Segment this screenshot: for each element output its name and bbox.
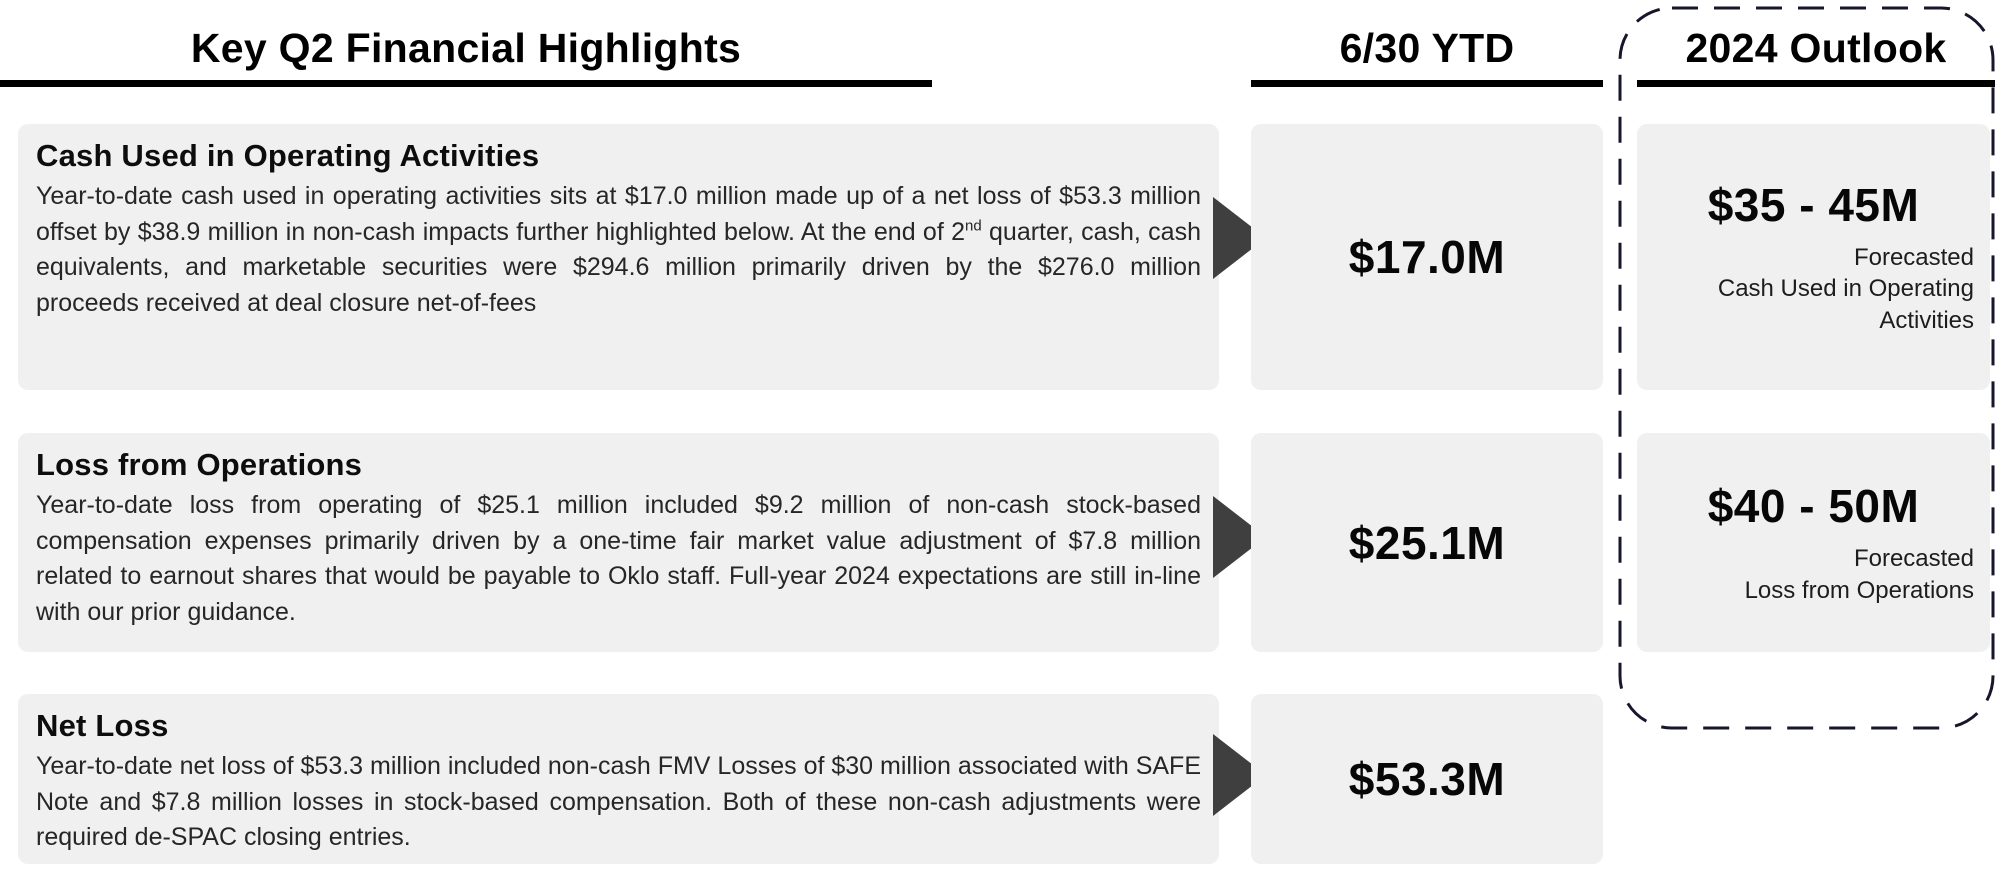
page-title: Key Q2 Financial Highlights — [190, 25, 742, 71]
ytd-value-box: $25.1M — [1251, 433, 1603, 652]
row-body-text: quarter, cash, cash equivalents, and mar… — [36, 217, 1201, 317]
row-body-text: Year-to-date loss from operating of $25.… — [36, 491, 1201, 626]
outlook-dashed-border — [1618, 6, 1995, 730]
column-header-outlook: 2024 Outlook — [1685, 25, 1947, 71]
row-title: Cash Used in Operating Activities — [36, 138, 540, 173]
row-body: Year-to-date net loss of $53.3 million i… — [36, 749, 1201, 856]
row-text-box: Loss from Operations Year-to-date loss f… — [18, 433, 1219, 652]
ytd-value: $25.1M — [1348, 516, 1506, 569]
row-body-text: Year-to-date net loss of $53.3 million i… — [36, 752, 1201, 851]
row-text-box: Cash Used in Operating Activities Year-t… — [18, 124, 1219, 390]
ytd-value: $53.3M — [1348, 753, 1506, 805]
outlook-underline — [1637, 80, 1995, 87]
ordinal-superscript: nd — [965, 217, 982, 235]
ytd-underline — [1251, 80, 1603, 87]
column-header-ytd: 6/30 YTD — [1339, 25, 1515, 71]
outlook-caption: Forecasted Loss from Operations — [1744, 545, 1974, 604]
outlook-caption: Forecasted Cash Used in Operating Activi… — [1717, 244, 1974, 334]
ytd-value-box: $17.0M — [1251, 124, 1603, 390]
ytd-value-box: $53.3M — [1251, 694, 1603, 864]
outlook-value-box: $40 - 50M Forecasted Loss from Operation… — [1637, 433, 1990, 652]
row-title: Loss from Operations — [36, 447, 363, 482]
title-underline — [0, 80, 932, 87]
row-body-text: Year-to-date cash used in operating acti… — [36, 182, 1201, 246]
outlook-value: $40 - 50M — [1707, 480, 1920, 533]
row-body: Year-to-date cash used in operating acti… — [36, 179, 1201, 321]
row-title: Net Loss — [36, 708, 169, 743]
row-body: Year-to-date loss from operating of $25.… — [36, 488, 1201, 630]
row-text-box: Net Loss Year-to-date net loss of $53.3 … — [18, 694, 1219, 864]
outlook-value-box: $35 - 45M Forecasted Cash Used in Operat… — [1637, 124, 1990, 390]
outlook-value: $35 - 45M — [1707, 179, 1920, 232]
ytd-value: $17.0M — [1348, 231, 1506, 283]
